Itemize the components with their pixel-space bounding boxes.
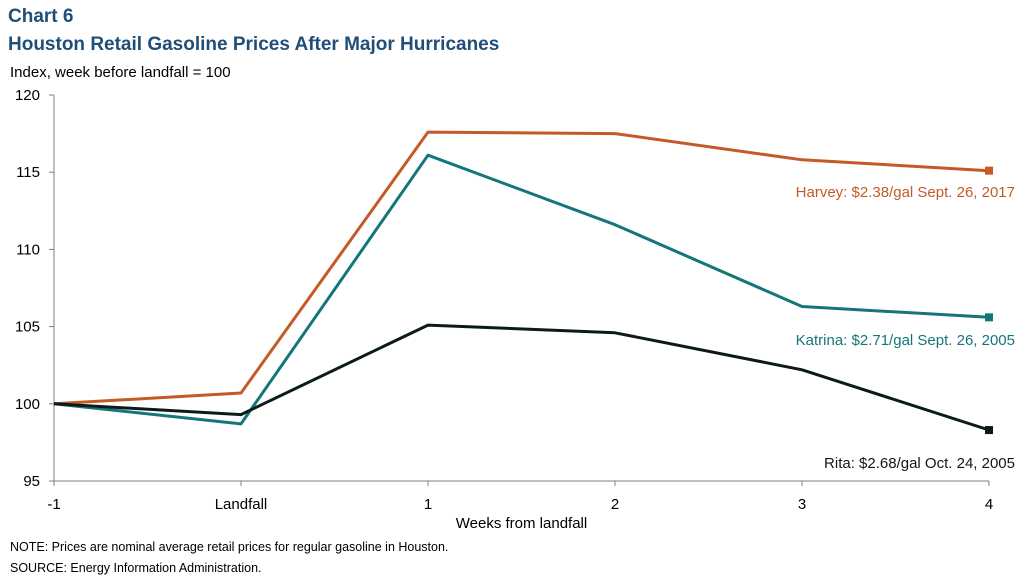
x-tick-label: 1 bbox=[424, 496, 432, 513]
series-line-katrina bbox=[53, 153, 990, 426]
series-line-rita bbox=[53, 323, 990, 432]
x-tick-label: 2 bbox=[611, 496, 619, 513]
x-tick-label: Landfall bbox=[215, 496, 268, 513]
y-axis-label: Index, week before landfall = 100 bbox=[10, 64, 231, 81]
series-end-marker-katrina bbox=[985, 313, 993, 322]
y-tick-label: 100 bbox=[15, 396, 40, 413]
y-tick-label: 115 bbox=[16, 164, 40, 181]
series-label-rita: Rita: $2.68/gal Oct. 24, 2005 bbox=[824, 455, 1015, 472]
source-note: SOURCE: Energy Information Administratio… bbox=[10, 561, 262, 575]
series-line-harvey bbox=[53, 130, 990, 406]
chart-title: Houston Retail Gasoline Prices After Maj… bbox=[8, 34, 500, 55]
series-end-marker-rita bbox=[985, 426, 993, 435]
series-label-katrina: Katrina: $2.71/gal Sept. 26, 2005 bbox=[796, 332, 1015, 349]
series-label-harvey: Harvey: $2.38/gal Sept. 26, 2017 bbox=[796, 184, 1015, 201]
y-tick-label: 95 bbox=[23, 473, 40, 490]
y-tick-label: 110 bbox=[16, 241, 40, 258]
footnote: NOTE: Prices are nominal average retail … bbox=[10, 540, 449, 554]
series-end-marker-harvey bbox=[985, 166, 993, 175]
y-tick-label: 105 bbox=[15, 319, 40, 336]
x-axis-title: Weeks from landfall bbox=[456, 515, 587, 532]
x-tick-label: 4 bbox=[985, 496, 993, 513]
x-tick-label: 3 bbox=[798, 496, 806, 513]
chart-label: Chart 6 bbox=[8, 6, 74, 27]
x-tick-label: -1 bbox=[47, 496, 60, 513]
y-tick-label: 120 bbox=[15, 87, 40, 104]
